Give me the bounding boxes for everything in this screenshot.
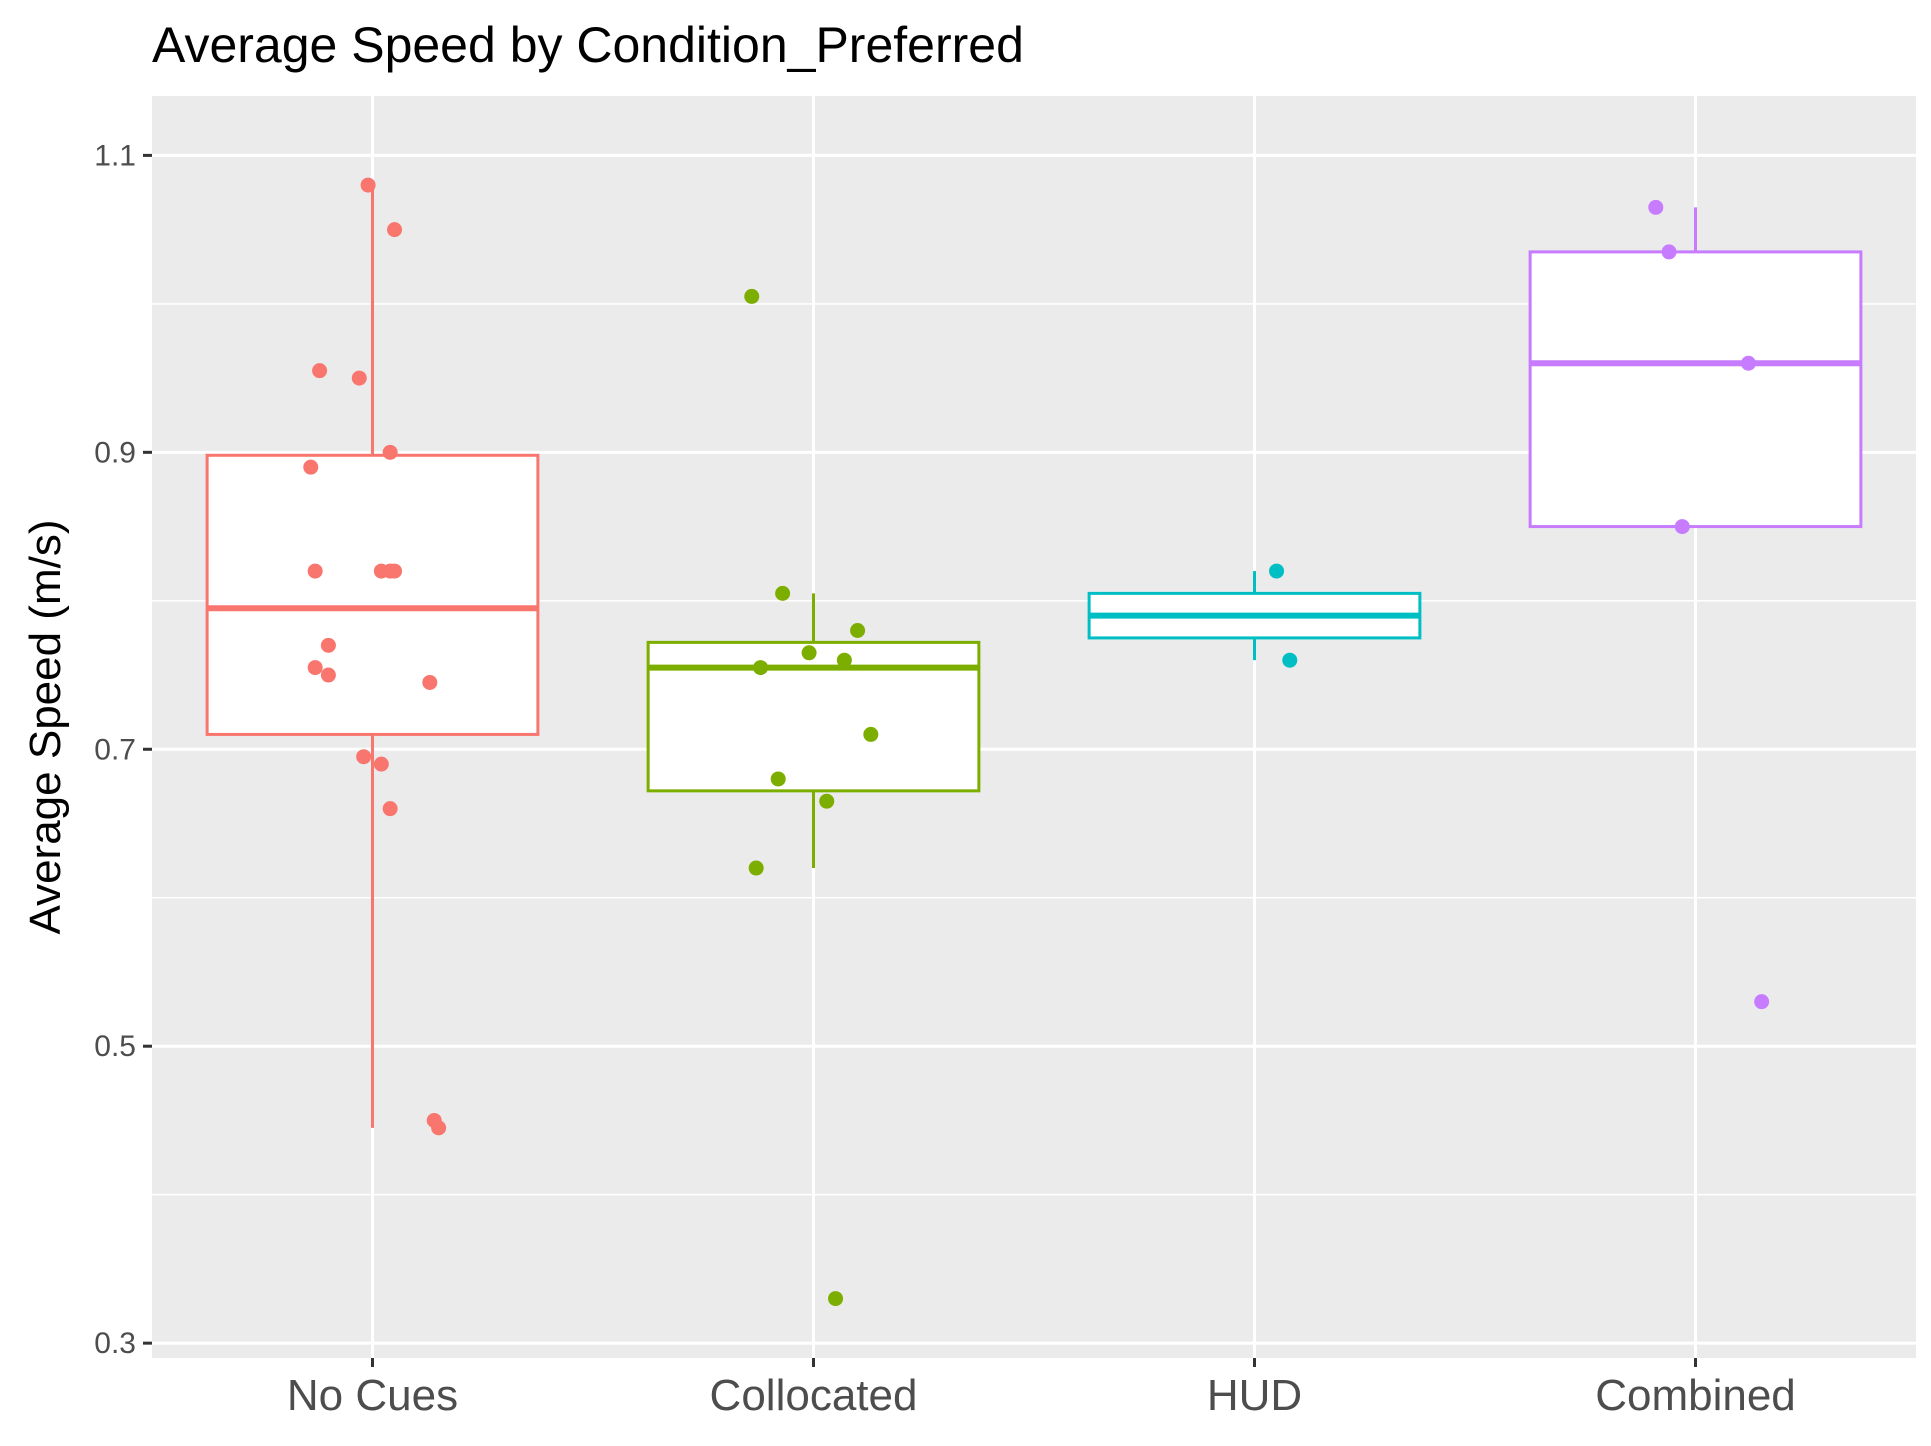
x-tick-label: HUD	[1207, 1371, 1302, 1420]
boxplot-combined	[1528, 207, 1863, 529]
data-point	[770, 771, 786, 787]
data-point	[320, 667, 336, 683]
data-point	[1282, 652, 1298, 668]
chart-title: Average Speed by Condition_Preferred	[152, 17, 1024, 73]
x-axis: No Cues Collocated HUD Combined	[287, 1358, 1796, 1420]
data-point	[373, 756, 389, 772]
box	[1528, 250, 1863, 529]
data-points	[303, 177, 1770, 1307]
y-tick-label: 0.7	[94, 733, 136, 766]
data-point	[382, 444, 398, 460]
data-point	[360, 177, 376, 193]
data-point	[356, 749, 372, 765]
boxplot-collocated	[646, 593, 981, 869]
data-point	[422, 674, 438, 690]
data-point	[850, 622, 866, 638]
data-point	[382, 801, 398, 817]
data-point	[836, 652, 852, 668]
data-point	[1269, 563, 1285, 579]
x-tick-label: No Cues	[287, 1371, 458, 1420]
data-point	[863, 726, 879, 742]
data-point	[828, 1291, 844, 1307]
data-point	[387, 222, 403, 238]
data-point	[1740, 355, 1756, 371]
boxplot-no-cues	[205, 185, 540, 1128]
data-point	[819, 793, 835, 809]
y-tick-label: 1.1	[94, 139, 136, 172]
data-point	[312, 363, 328, 379]
data-point	[744, 288, 760, 304]
data-point	[1648, 199, 1664, 215]
data-point	[307, 563, 323, 579]
y-tick-label: 0.9	[94, 436, 136, 469]
box	[205, 453, 540, 736]
data-point	[320, 637, 336, 653]
data-point	[775, 585, 791, 601]
data-point	[1754, 994, 1770, 1010]
x-tick-label: Combined	[1595, 1371, 1796, 1420]
y-axis-label: Average Speed (m/s)	[21, 520, 70, 935]
data-point	[753, 660, 769, 676]
data-point	[387, 563, 403, 579]
y-axis: 0.3 0.5 0.7 0.9 1.1	[94, 139, 152, 1360]
data-point	[1661, 244, 1677, 260]
data-point	[801, 645, 817, 661]
y-tick-label: 0.3	[94, 1327, 136, 1360]
data-point	[1674, 519, 1690, 535]
data-point	[431, 1120, 447, 1136]
x-tick-label: Collocated	[710, 1371, 918, 1420]
y-tick-label: 0.5	[94, 1030, 136, 1063]
data-point	[748, 860, 764, 876]
data-point	[307, 660, 323, 676]
boxplot-hud	[1087, 571, 1422, 661]
boxplots	[205, 185, 1863, 1128]
data-point	[303, 459, 319, 475]
data-point	[351, 370, 367, 386]
